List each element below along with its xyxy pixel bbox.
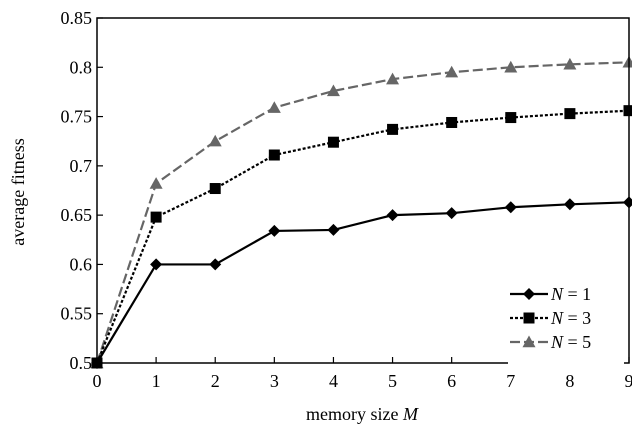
series-1-point xyxy=(327,223,340,236)
plot-frame xyxy=(96,17,630,364)
y-tick-label: 0.6 xyxy=(70,254,93,274)
series-3-point xyxy=(149,177,163,189)
legend-marker xyxy=(522,335,536,348)
y-tick-label: 0.75 xyxy=(61,107,93,127)
series-2-point xyxy=(505,112,517,124)
series-3-point xyxy=(386,72,400,85)
x-tick-label: 1 xyxy=(152,371,161,391)
series-1-point xyxy=(563,198,576,211)
y-axis-ticks: 0.5 0.55 0.6 0.65 0.7 0.75 0.8 0.85 xyxy=(61,8,103,373)
series-2-point xyxy=(327,136,339,148)
legend-label-rest: = 3 xyxy=(563,308,591,328)
series-3-point xyxy=(445,65,459,78)
x-axis-ticks: 0 1 2 3 4 5 6 7 8 9 xyxy=(93,357,632,391)
x-tick-label: 2 xyxy=(211,371,220,391)
series-2-point xyxy=(209,183,221,195)
y-axis-label: average fitness xyxy=(8,138,28,245)
legend-label-var: N xyxy=(550,284,564,304)
x-tick-label: 5 xyxy=(388,371,397,391)
x-tick-label: 7 xyxy=(506,371,515,391)
x-axis-label-text: memory size xyxy=(306,404,398,424)
series-1-point xyxy=(268,224,281,237)
x-tick-label: 3 xyxy=(270,371,279,391)
x-axis-label-var: M xyxy=(402,404,419,424)
y-tick-label: 0.7 xyxy=(70,156,93,176)
x-tick-label: 9 xyxy=(625,371,632,391)
legend: N = 1N = 3N = 5 xyxy=(508,284,624,368)
y-tick-label: 0.65 xyxy=(61,205,93,225)
legend-label-var: N xyxy=(550,332,564,352)
series-1-point xyxy=(209,258,222,271)
series-3-point xyxy=(504,60,518,73)
legend-item-2: N = 3 xyxy=(510,308,591,328)
y-tick-label: 0.55 xyxy=(61,304,93,324)
series-3-point xyxy=(622,55,632,68)
series-2-point xyxy=(268,149,280,161)
series-2-point xyxy=(150,211,162,223)
series-1-line xyxy=(96,201,630,364)
legend-label-rest: = 1 xyxy=(563,284,591,304)
series-3-point xyxy=(208,134,222,147)
legend-label-var: N xyxy=(550,308,564,328)
series-1-point xyxy=(386,209,399,222)
series-2-point xyxy=(446,116,458,128)
series-3-line xyxy=(95,61,630,364)
x-tick-label: 6 xyxy=(447,371,456,391)
series-1-point xyxy=(623,196,632,209)
x-tick-label: 0 xyxy=(93,371,102,391)
series-2-point xyxy=(564,108,576,120)
legend-marker xyxy=(523,288,535,300)
series-1-point xyxy=(150,258,163,271)
series-1-point xyxy=(504,201,517,214)
x-axis-label: memory size M xyxy=(306,404,419,424)
y-tick-label: 0.8 xyxy=(70,57,93,77)
legend-item-3: N = 5 xyxy=(510,332,591,352)
series-3-point xyxy=(267,101,281,113)
y-tick-label: 0.85 xyxy=(61,8,93,28)
x-tick-label: 8 xyxy=(565,371,574,391)
series-3-point xyxy=(563,57,577,70)
series-2-line xyxy=(95,109,630,364)
series-1 xyxy=(91,196,632,369)
legend-label: N = 3 xyxy=(550,308,591,328)
legend-marker xyxy=(523,312,535,324)
series-1-point xyxy=(445,207,458,220)
series-2-point xyxy=(623,105,632,117)
series-2-point xyxy=(387,123,399,135)
legend-label-rest: = 5 xyxy=(563,332,591,352)
series-3-point xyxy=(326,84,340,97)
legend-label: N = 5 xyxy=(550,332,591,352)
legend-label: N = 1 xyxy=(550,284,591,304)
x-tick-label: 4 xyxy=(329,371,338,391)
legend-item-1: N = 1 xyxy=(510,284,591,304)
y-tick-label: 0.5 xyxy=(70,353,93,373)
